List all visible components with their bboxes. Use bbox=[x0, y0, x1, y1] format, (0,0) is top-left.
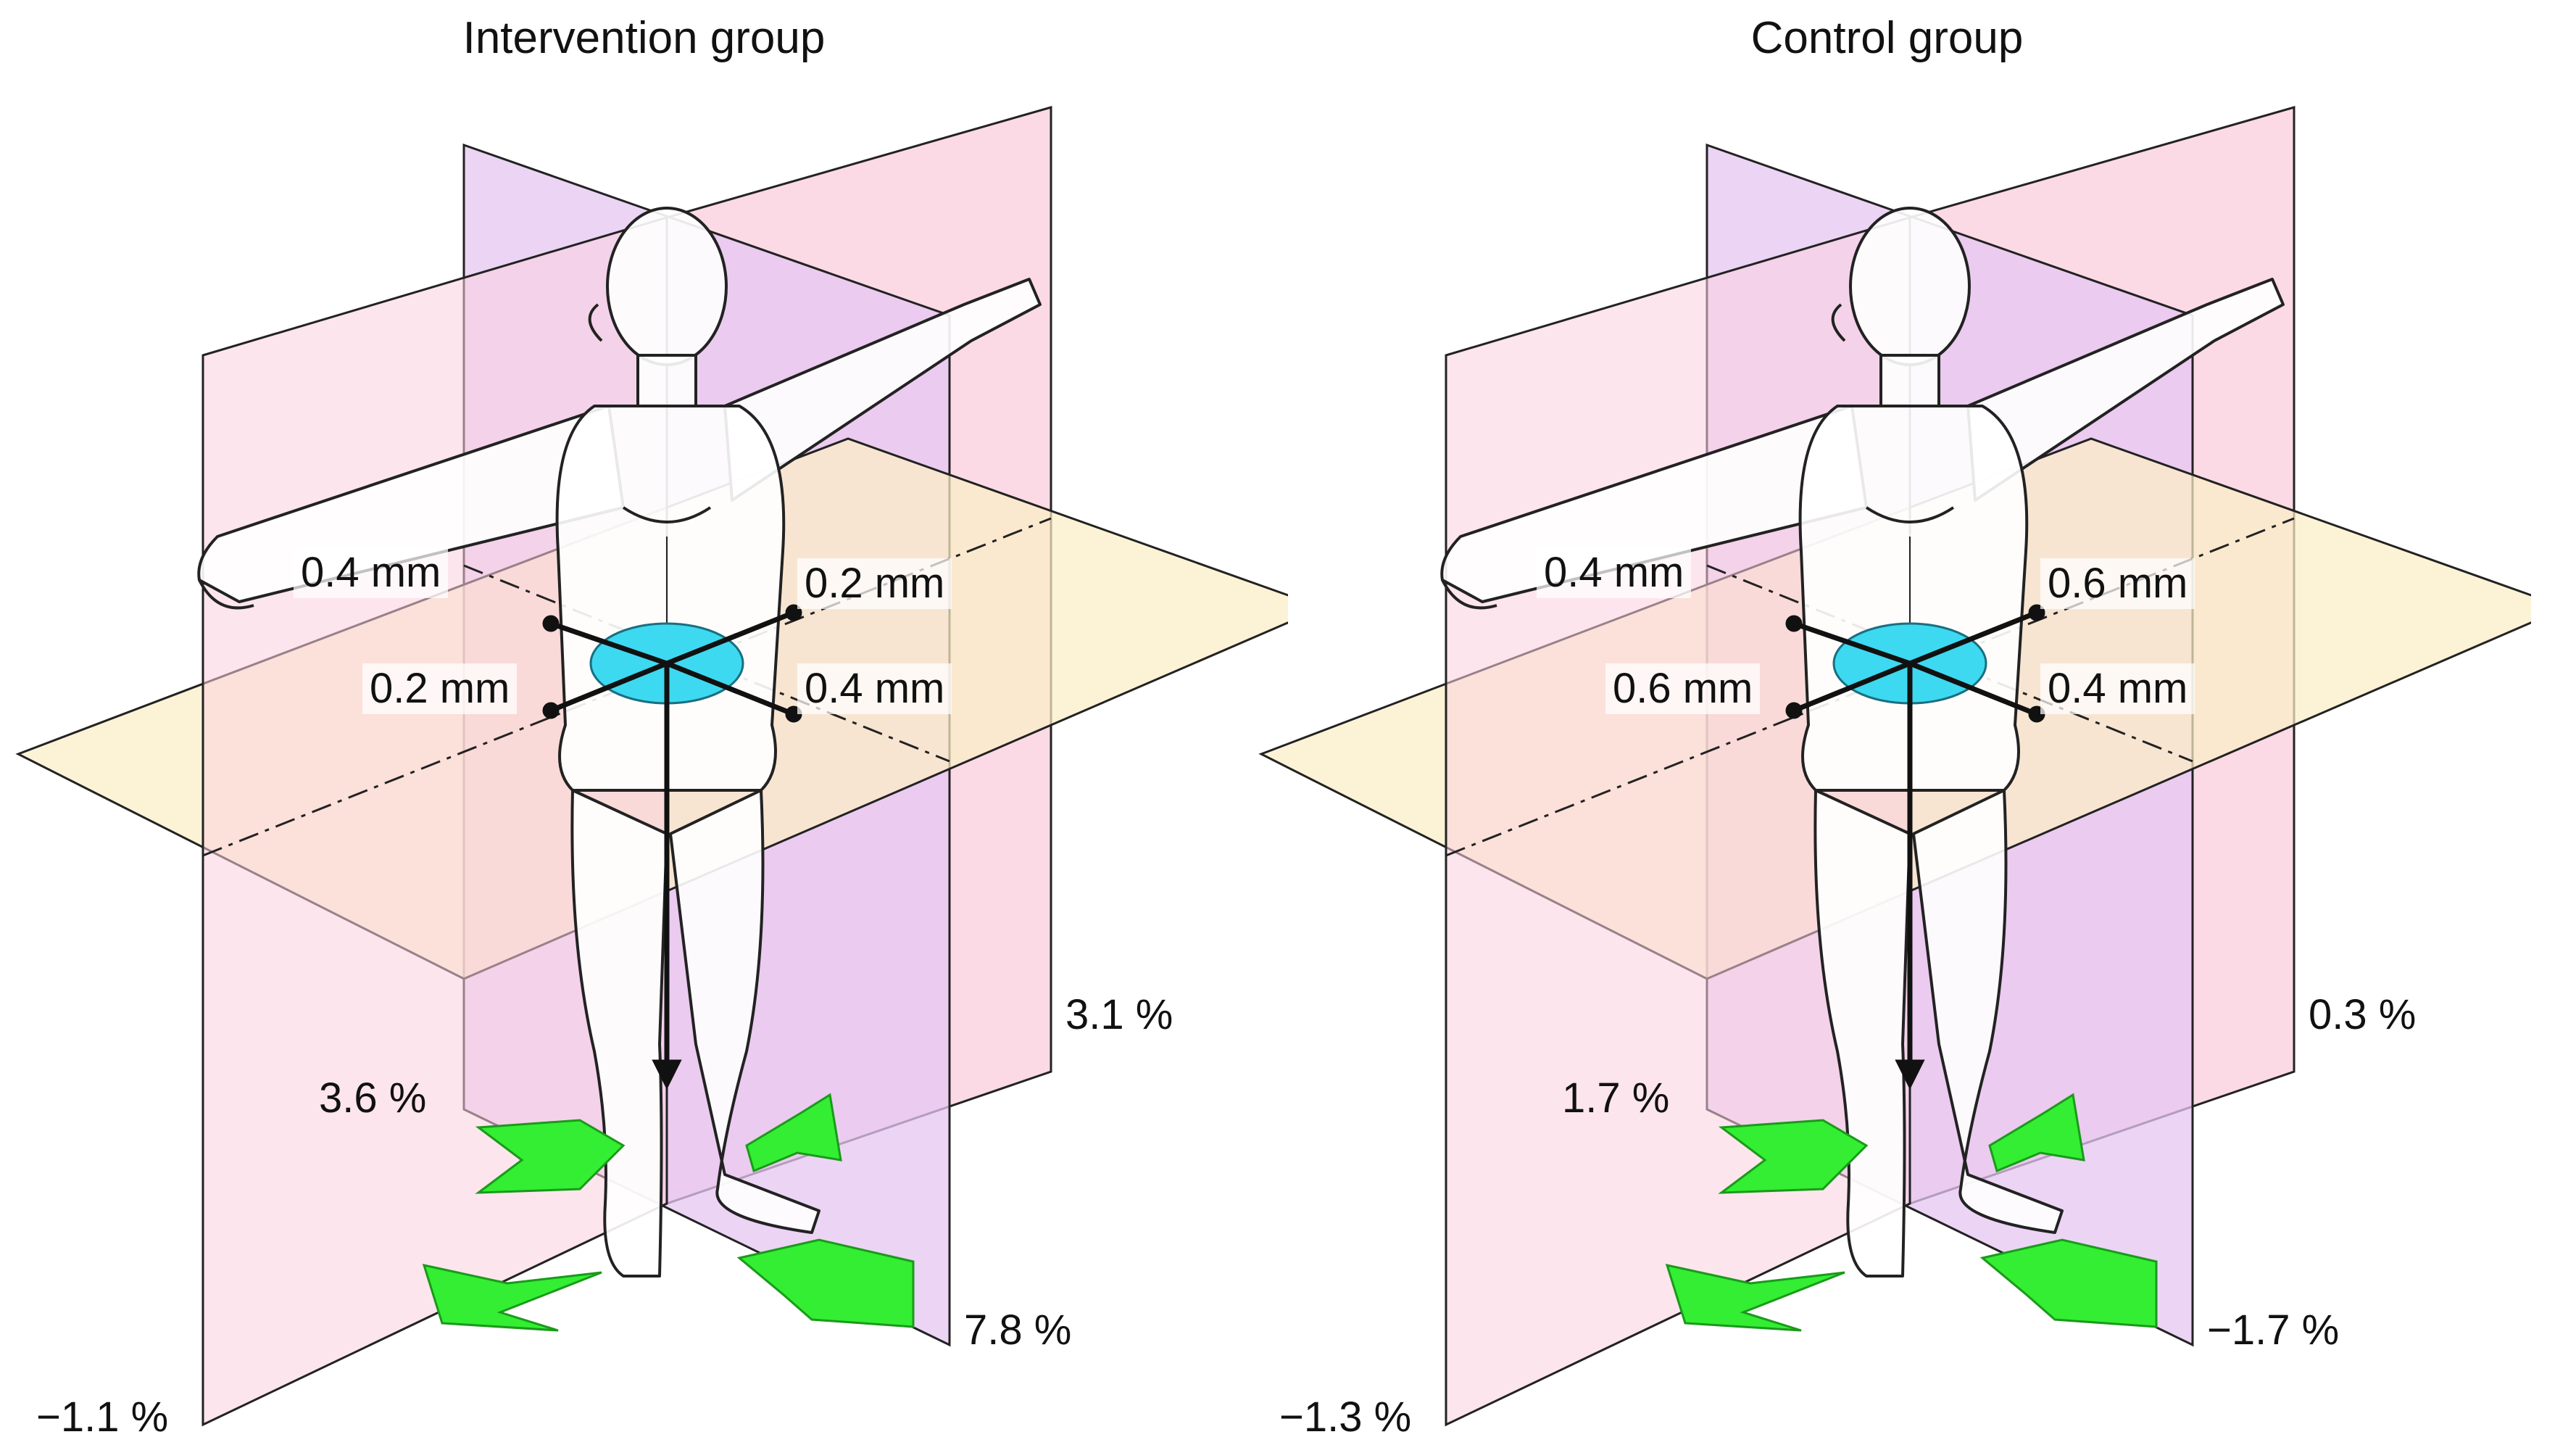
label-arrow-left-front: 0.6 mm bbox=[1605, 663, 1761, 714]
green-arrow-back-right bbox=[1988, 1093, 2085, 1173]
green-arrow-front-right bbox=[736, 1238, 915, 1328]
green-arrow-front-left bbox=[1665, 1263, 1845, 1332]
label-percent-right-lower: 7.8 % bbox=[964, 1307, 1072, 1354]
displacement-arrows bbox=[542, 604, 802, 1090]
label-percent-right-upper: 0.3 % bbox=[2309, 991, 2417, 1038]
green-shift-arrow-icon bbox=[1665, 1093, 2158, 1332]
label-percent-right-lower: −1.7 % bbox=[2207, 1307, 2340, 1354]
panel-control: Control group 0.4 mm 0.6 mm 0.6 mm 0.4 m… bbox=[1243, 0, 2531, 1445]
label-arrow-right-front: 0.4 mm bbox=[797, 663, 952, 714]
panel-title: Intervention group bbox=[462, 13, 826, 63]
green-arrow-back-left bbox=[1718, 1119, 1869, 1194]
panel-intervention: Intervention group 0.4 mm 0.2 mm 0.2 mm … bbox=[15, 13, 1288, 1441]
label-percent-left-upper: 1.7 % bbox=[1562, 1075, 1670, 1122]
sagittal-axis-line bbox=[1706, 564, 2193, 763]
label-arrow-right-front: 0.4 mm bbox=[2040, 663, 2195, 714]
anatomical-planes-diagram bbox=[1258, 106, 2531, 1427]
green-arrow-front-left bbox=[422, 1263, 602, 1332]
anatomical-planes-diagram bbox=[15, 106, 1288, 1427]
displacement-arrows bbox=[1785, 604, 2045, 1090]
label-percent-right-upper: 3.1 % bbox=[1065, 991, 1173, 1038]
green-arrow-front-right bbox=[1979, 1238, 2158, 1328]
label-arrow-left-back: 0.4 mm bbox=[1537, 547, 1692, 598]
label-arrow-left-back: 0.4 mm bbox=[294, 547, 449, 598]
panel-title: Control group bbox=[1750, 13, 2024, 63]
green-arrow-back-left bbox=[475, 1119, 626, 1194]
label-percent-left-upper: 3.6 % bbox=[319, 1075, 427, 1122]
label-arrow-right-back: 0.2 mm bbox=[797, 558, 952, 609]
label-arrow-right-back: 0.6 mm bbox=[2040, 558, 2195, 609]
label-percent-left-lower: −1.1 % bbox=[36, 1394, 169, 1441]
sagittal-axis-line bbox=[463, 564, 950, 763]
green-shift-arrow-icon bbox=[422, 1093, 915, 1332]
label-arrow-left-front: 0.2 mm bbox=[362, 663, 518, 714]
label-percent-left-lower: −1.3 % bbox=[1279, 1394, 1412, 1441]
green-arrow-back-right bbox=[745, 1093, 842, 1173]
